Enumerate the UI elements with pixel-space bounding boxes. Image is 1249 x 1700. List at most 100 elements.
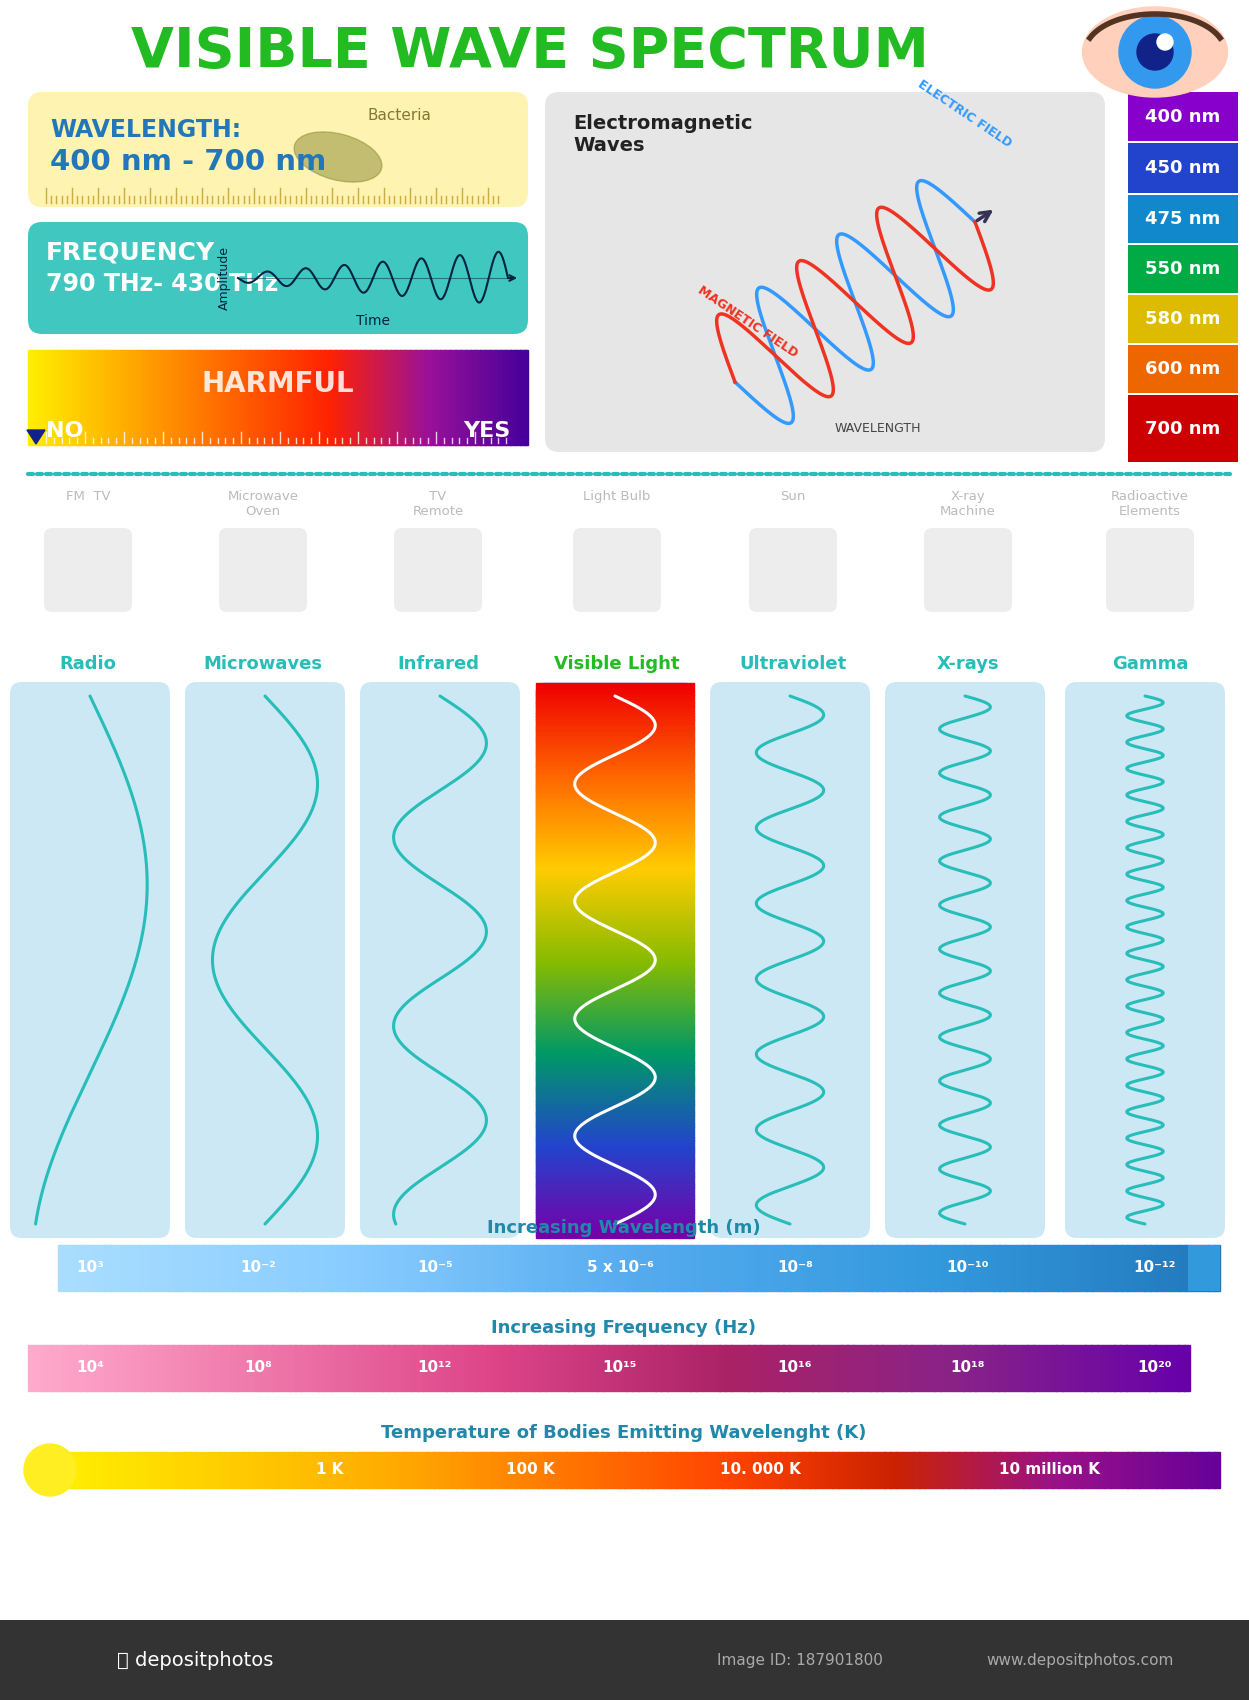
Bar [221, 1244, 227, 1290]
Bar [837, 1244, 843, 1290]
Bar [540, 1345, 546, 1391]
Bar [1133, 1452, 1139, 1488]
Bar [536, 694, 694, 697]
Bar [104, 1452, 110, 1488]
Bar [801, 1345, 807, 1391]
Bar [1149, 1345, 1155, 1391]
Bar [1075, 1452, 1082, 1488]
Text: Radio: Radio [60, 654, 116, 673]
Bar [431, 350, 433, 445]
Bar [1092, 1345, 1098, 1391]
Bar [536, 1023, 694, 1027]
Bar [346, 350, 348, 445]
FancyBboxPatch shape [573, 529, 661, 612]
Bar [1023, 1244, 1029, 1290]
Bar [250, 1244, 256, 1290]
Bar [279, 1244, 285, 1290]
Bar [1010, 1345, 1017, 1391]
Text: Infrared: Infrared [397, 654, 480, 673]
Bar [179, 1345, 185, 1391]
Bar [75, 1345, 81, 1391]
Bar [908, 1452, 914, 1488]
Bar [536, 1090, 694, 1093]
Bar [214, 1345, 220, 1391]
Bar [536, 925, 694, 927]
Bar [110, 1244, 116, 1290]
FancyBboxPatch shape [1128, 92, 1238, 141]
Bar [423, 1244, 431, 1290]
Bar [157, 1244, 164, 1290]
Bar [180, 1244, 186, 1290]
Bar [977, 1452, 983, 1488]
Bar [255, 1345, 261, 1391]
Bar [176, 350, 179, 445]
Bar [1120, 1345, 1127, 1391]
Bar [536, 1154, 694, 1158]
Bar [353, 1345, 360, 1391]
Bar [659, 1452, 666, 1488]
Bar [621, 1345, 627, 1391]
Bar [580, 1345, 586, 1391]
Bar [1068, 1345, 1074, 1391]
Bar [376, 1452, 382, 1488]
Text: 10 million K: 10 million K [999, 1462, 1100, 1477]
Bar [57, 1345, 64, 1391]
Bar [536, 722, 694, 726]
Bar [738, 1244, 744, 1290]
Bar [536, 1037, 694, 1040]
Bar [401, 1244, 407, 1290]
Circle shape [1137, 34, 1173, 70]
Bar [356, 350, 358, 445]
Bar [536, 891, 694, 894]
Bar [244, 1244, 250, 1290]
Bar [1168, 1244, 1174, 1290]
Bar [370, 1452, 376, 1488]
Bar [476, 350, 478, 445]
Bar [536, 772, 694, 775]
Bar [536, 1066, 694, 1069]
Bar [372, 1244, 378, 1290]
Text: Ultraviolet: Ultraviolet [739, 654, 847, 673]
Bar [436, 1244, 442, 1290]
Bar [536, 1216, 694, 1219]
Bar [482, 1244, 488, 1290]
Bar [236, 1452, 242, 1488]
Bar [289, 350, 291, 445]
Bar [144, 1345, 151, 1391]
Bar [254, 1452, 260, 1488]
Bar [536, 714, 694, 717]
Bar [982, 1244, 988, 1290]
Bar [754, 1345, 761, 1391]
Bar [1138, 1345, 1144, 1391]
Bar [214, 350, 216, 445]
FancyBboxPatch shape [393, 529, 482, 612]
Bar [566, 1452, 572, 1488]
Bar [714, 1244, 721, 1290]
Bar [536, 804, 694, 807]
Bar [536, 821, 694, 824]
Bar [536, 1124, 694, 1127]
Bar [536, 1040, 694, 1044]
Bar [181, 350, 184, 445]
Bar [147, 350, 151, 445]
Bar [296, 1244, 302, 1290]
Bar [92, 350, 96, 445]
Bar [877, 1345, 883, 1391]
Text: MAGNETIC FIELD: MAGNETIC FIELD [694, 284, 799, 360]
Bar [523, 1244, 530, 1290]
Ellipse shape [294, 133, 382, 182]
Bar [536, 1044, 694, 1047]
Bar [1058, 1244, 1064, 1290]
Bar [57, 350, 61, 445]
Bar [468, 1452, 475, 1488]
Bar [975, 1244, 982, 1290]
Text: 10¹⁵: 10¹⁵ [603, 1360, 637, 1375]
Bar [396, 350, 398, 445]
Bar [536, 1015, 694, 1018]
Bar [300, 1452, 306, 1488]
Bar [95, 350, 99, 445]
Bar [536, 835, 694, 838]
Bar [526, 1452, 532, 1488]
Bar [331, 1244, 337, 1290]
Bar [301, 350, 304, 445]
